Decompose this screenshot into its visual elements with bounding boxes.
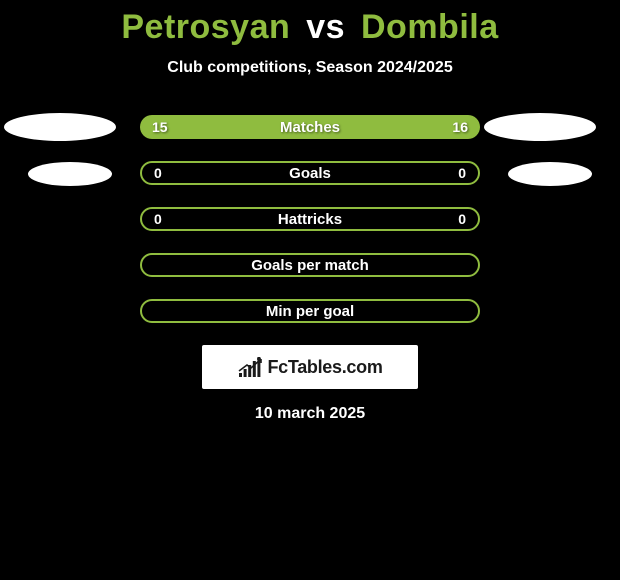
chart-bars-icon [237, 357, 263, 377]
stat-pill: Min per goal [140, 299, 480, 323]
stat-value-left: 15 [152, 119, 168, 135]
stat-pill: 15Matches16 [140, 115, 480, 139]
stat-label: Goals [142, 165, 478, 182]
logo: FcTables.com [237, 357, 382, 378]
player2-name: Dombila [361, 8, 499, 46]
comparison-title: Petrosyan vs Dombila [0, 0, 620, 47]
stat-rows-container: 15Matches160Goals00Hattricks0Goals per m… [0, 115, 620, 323]
stat-value-right: 0 [458, 211, 466, 227]
stat-value-left: 0 [154, 165, 162, 181]
stat-value-right: 16 [452, 119, 468, 135]
stat-label: Min per goal [142, 303, 478, 320]
stat-row: Goals per match [0, 253, 620, 277]
stat-pill: 0Hattricks0 [140, 207, 480, 231]
side-ellipse-left [28, 162, 112, 186]
stat-label: Hattricks [142, 211, 478, 228]
logo-label: FcTables.com [267, 357, 382, 378]
vs-text: vs [306, 8, 345, 46]
stat-label: Matches [140, 119, 480, 136]
stat-row: Min per goal [0, 299, 620, 323]
stat-row: 0Hattricks0 [0, 207, 620, 231]
stat-row: 0Goals0 [0, 161, 620, 185]
stat-pill: 0Goals0 [140, 161, 480, 185]
stat-pill: Goals per match [140, 253, 480, 277]
side-ellipse-right [484, 113, 596, 141]
date-text: 10 march 2025 [0, 405, 620, 423]
stat-row: 15Matches16 [0, 115, 620, 139]
stat-value-right: 0 [458, 165, 466, 181]
stat-label: Goals per match [142, 257, 478, 274]
logo-box: FcTables.com [202, 345, 418, 389]
player1-name: Petrosyan [121, 8, 290, 46]
subtitle: Club competitions, Season 2024/2025 [0, 59, 620, 77]
stat-value-left: 0 [154, 211, 162, 227]
side-ellipse-right [508, 162, 592, 186]
side-ellipse-left [4, 113, 116, 141]
